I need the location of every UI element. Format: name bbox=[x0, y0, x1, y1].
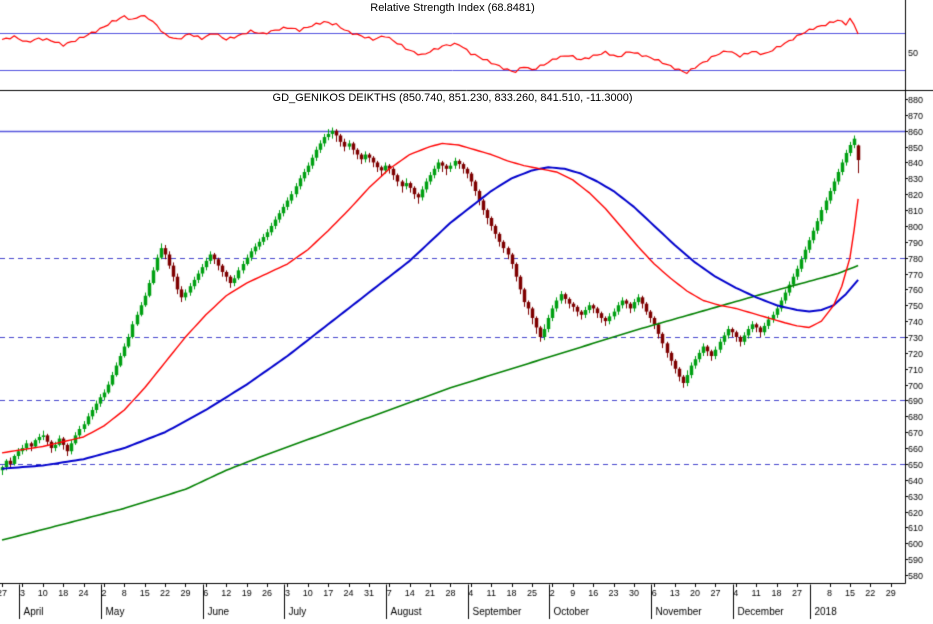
chart-plot-area bbox=[0, 0, 933, 624]
metastock-chart-window: Relative Strength Index (68.8481) GD_GEN… bbox=[0, 0, 933, 624]
